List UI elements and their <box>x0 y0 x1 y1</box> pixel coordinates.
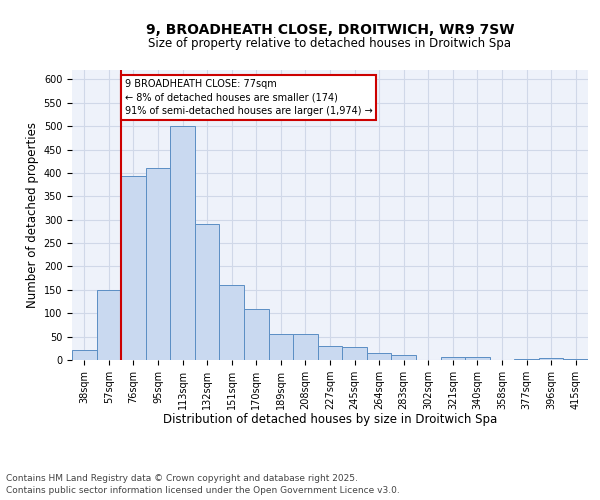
Bar <box>72 350 97 360</box>
Bar <box>195 224 220 360</box>
Text: 9 BROADHEATH CLOSE: 77sqm
← 8% of detached houses are smaller (174)
91% of semi-: 9 BROADHEATH CLOSE: 77sqm ← 8% of detach… <box>125 80 373 116</box>
Bar <box>391 356 416 360</box>
Text: 9, BROADHEATH CLOSE, DROITWICH, WR9 7SW: 9, BROADHEATH CLOSE, DROITWICH, WR9 7SW <box>146 22 514 36</box>
Bar <box>269 334 293 360</box>
Text: Size of property relative to detached houses in Droitwich Spa: Size of property relative to detached ho… <box>149 38 511 51</box>
Bar <box>146 168 170 360</box>
Bar <box>514 358 539 360</box>
Y-axis label: Number of detached properties: Number of detached properties <box>26 122 40 308</box>
Bar <box>170 126 195 360</box>
Bar <box>539 358 563 360</box>
Bar <box>563 358 588 360</box>
Bar <box>97 290 121 360</box>
Bar <box>342 347 367 360</box>
Bar <box>465 356 490 360</box>
Bar <box>318 346 342 360</box>
Bar <box>293 334 318 360</box>
Bar <box>121 176 146 360</box>
Bar <box>440 356 465 360</box>
Bar <box>220 285 244 360</box>
Text: Contains HM Land Registry data © Crown copyright and database right 2025.
Contai: Contains HM Land Registry data © Crown c… <box>6 474 400 495</box>
Bar <box>367 353 391 360</box>
X-axis label: Distribution of detached houses by size in Droitwich Spa: Distribution of detached houses by size … <box>163 414 497 426</box>
Bar <box>244 308 269 360</box>
